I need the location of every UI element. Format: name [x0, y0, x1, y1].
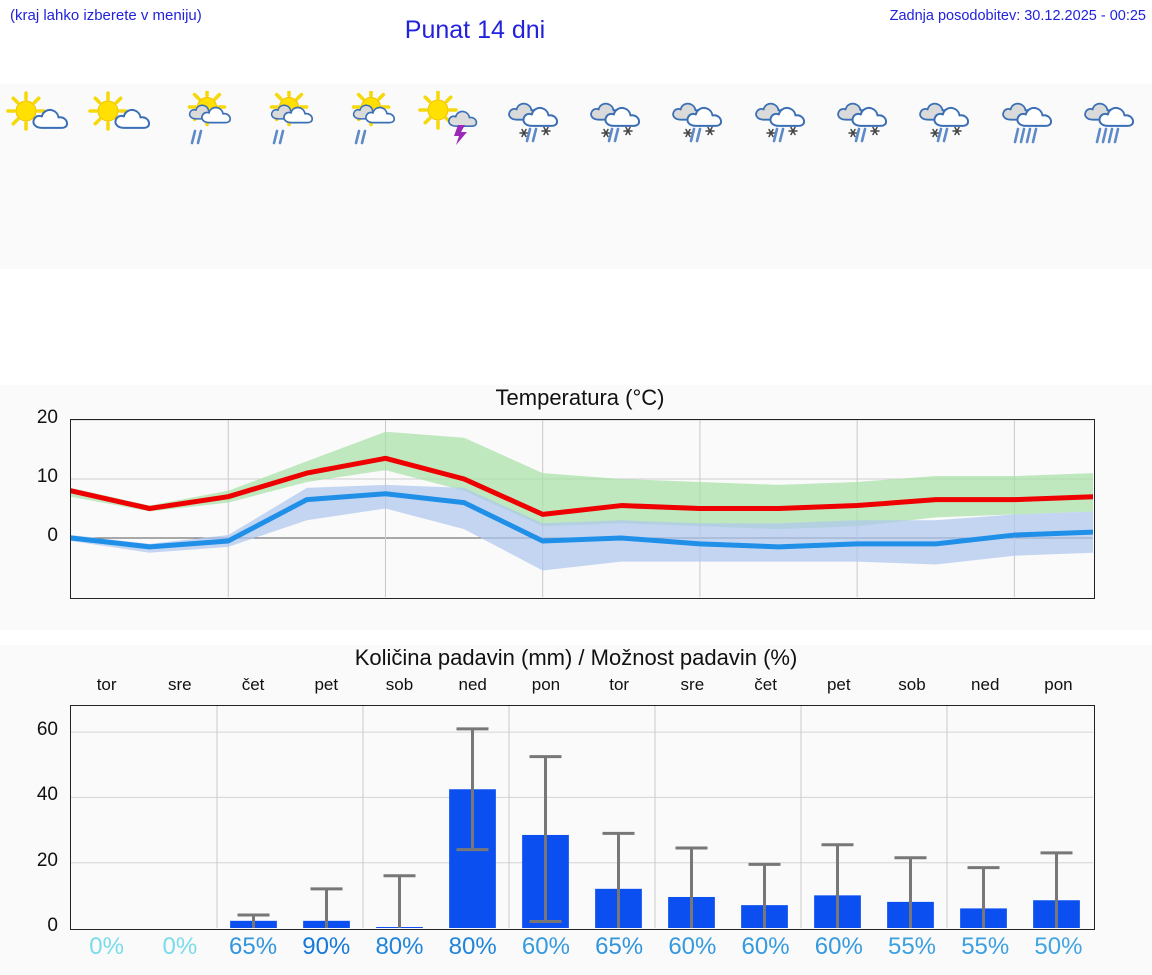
page-title: Punat 14 dni	[404, 16, 546, 44]
forecast-day-column[interactable]	[576, 84, 658, 269]
page-header: (kraj lahko izberete v meniju) Punat 14 …	[0, 0, 1152, 62]
cloud-rain-snow-icon	[658, 91, 740, 147]
sun-cloud-rain-icon	[165, 91, 247, 147]
precipitation-probability-label: 90%	[302, 933, 351, 960]
cloud-rain-snow-icon	[576, 91, 658, 147]
precipitation-day-label: ned	[458, 675, 487, 694]
precipitation-day-label: pet	[314, 675, 339, 694]
temperature-y-tick: 0	[47, 525, 58, 546]
temperature-y-tick: 10	[36, 466, 58, 487]
sun-cloud-rain-icon	[247, 91, 329, 147]
precipitation-day-label: čet	[241, 675, 265, 694]
cloud-rain-snow-icon	[823, 91, 905, 147]
menu-hint-text: (kraj lahko izberete v meniju)	[10, 7, 202, 24]
sun-cloud-icon	[82, 91, 164, 147]
forecast-day-column[interactable]	[411, 84, 493, 269]
cloud-rain-icon	[988, 91, 1070, 147]
precipitation-y-tick: 60	[36, 719, 58, 741]
cloud-rain-snow-icon	[905, 91, 987, 147]
precipitation-y-tick: 20	[36, 849, 58, 871]
precipitation-day-label: pon	[531, 675, 561, 694]
precipitation-plot-area	[70, 705, 1095, 930]
precipitation-day-label: sre	[168, 675, 192, 694]
precipitation-day-label: tor	[609, 675, 630, 694]
sun-cloud-icon	[0, 91, 82, 147]
last-updated-text: Zadnja posodobitev: 30.12.2025 - 00:25	[889, 8, 1146, 24]
precipitation-probability-row: 0% 0% 65% 90% 80% 80% 60% 65% 60% 60% 60% 55% 55% 50%	[70, 933, 1095, 967]
forecast-day-column[interactable]	[658, 84, 740, 269]
precipitation-probability-label: 55%	[887, 933, 937, 960]
temperature-plot-svg	[71, 420, 1093, 597]
precipitation-day-label: pon	[1044, 675, 1073, 694]
precipitation-probability-label: 65%	[595, 933, 644, 960]
forecast-day-column[interactable]	[905, 84, 987, 269]
precipitation-probability-label: 65%	[229, 933, 278, 960]
precipitation-y-tick: 40	[36, 784, 58, 806]
forecast-day-column[interactable]	[247, 84, 329, 269]
forecast-day-column[interactable]	[0, 84, 82, 269]
forecast-day-column[interactable]	[165, 84, 247, 269]
daily-forecast-strip	[0, 84, 1152, 269]
precipitation-day-label: pet	[826, 675, 851, 694]
forecast-day-column[interactable]	[987, 84, 1069, 269]
sun-cloud-rain-icon	[329, 91, 411, 147]
temperature-plot-area	[70, 419, 1095, 599]
precipitation-probability-label: 60%	[814, 933, 863, 960]
sun-cloud-thunder-icon	[412, 91, 494, 147]
precipitation-day-labels: tor sre čet pet sob ned pon tor sre čet pet sob ned p…	[70, 675, 1095, 699]
precipitation-chart: Količina padavin (mm) / Možnost padavin …	[0, 645, 1152, 975]
precipitation-probability-label: 0%	[89, 933, 124, 960]
precipitation-y-tick: 0	[47, 915, 58, 936]
precipitation-day-label: sob	[898, 675, 926, 694]
precipitation-chart-title: Količina padavin (mm) / Možnost padavin …	[354, 645, 798, 670]
precipitation-probability-label: 0%	[162, 933, 198, 960]
precipitation-day-label: sre	[680, 675, 705, 694]
forecast-day-column[interactable]	[329, 84, 411, 269]
temperature-chart-title: Temperatura (°C)	[495, 385, 665, 410]
precipitation-day-label: tor	[96, 675, 117, 694]
cloud-rain-icon	[1070, 91, 1152, 147]
precipitation-probability-label: 60%	[668, 933, 717, 960]
cloud-rain-snow-icon	[494, 91, 576, 147]
precipitation-probability-label: 80%	[448, 933, 497, 960]
forecast-day-column[interactable]	[823, 84, 905, 269]
precipitation-day-label: sob	[385, 675, 414, 694]
precipitation-probability-label: 55%	[961, 933, 1010, 960]
precipitation-probability-label: 80%	[375, 933, 424, 960]
cloud-rain-snow-icon	[741, 91, 823, 147]
temperature-y-tick: 20	[36, 407, 58, 428]
precipitation-day-label: čet	[754, 675, 777, 694]
forecast-day-column[interactable]	[82, 84, 164, 269]
precipitation-day-label: ned	[971, 675, 1000, 694]
precipitation-plot-svg	[71, 706, 1093, 928]
precipitation-probability-label: 50%	[1034, 933, 1083, 960]
forecast-day-column[interactable]	[1070, 84, 1152, 269]
precipitation-probability-label: 60%	[741, 933, 790, 960]
forecast-day-column[interactable]	[494, 84, 576, 269]
precipitation-probability-label: 60%	[521, 933, 570, 960]
forecast-day-column[interactable]	[741, 84, 823, 269]
